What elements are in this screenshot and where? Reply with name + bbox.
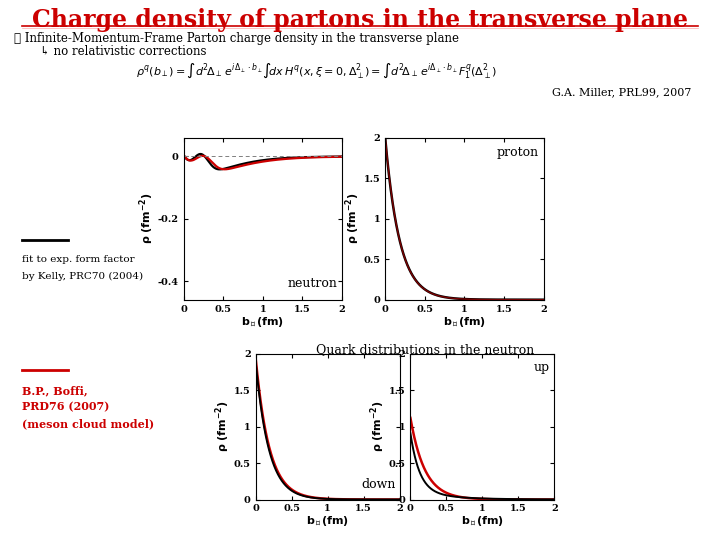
- X-axis label: $\mathbf{b_\perp(fm)}$: $\mathbf{b_\perp(fm)}$: [443, 315, 486, 329]
- Text: $\rho^q(b_\perp) = \int d^2\!\Delta_\perp\,e^{i\Delta_\perp\cdot b_\perp}\int\!d: $\rho^q(b_\perp) = \int d^2\!\Delta_\per…: [137, 62, 497, 80]
- X-axis label: $\mathbf{b_\perp(fm)}$: $\mathbf{b_\perp(fm)}$: [241, 315, 284, 329]
- Text: Charge density of partons in the transverse plane: Charge density of partons in the transve…: [32, 8, 688, 32]
- Text: neutron: neutron: [287, 277, 337, 290]
- X-axis label: $\mathbf{b_\perp(fm)}$: $\mathbf{b_\perp(fm)}$: [461, 515, 504, 529]
- Y-axis label: $\mathbf{\rho\ (fm^{-2})}$: $\mathbf{\rho\ (fm^{-2})}$: [369, 401, 387, 453]
- Text: ❖ Infinite-Momentum-Frame Parton charge density in the transverse plane: ❖ Infinite-Momentum-Frame Parton charge …: [14, 32, 459, 45]
- Text: B.P., Boffi,: B.P., Boffi,: [22, 385, 87, 396]
- Text: down: down: [361, 478, 395, 491]
- Text: PRD76 (2007): PRD76 (2007): [22, 401, 109, 412]
- Y-axis label: $\mathbf{\rho\ (fm^{-2})}$: $\mathbf{\rho\ (fm^{-2})}$: [343, 193, 362, 245]
- Text: by Kelly, PRC70 (2004): by Kelly, PRC70 (2004): [22, 272, 143, 281]
- Text: G.A. Miller, PRL99, 2007: G.A. Miller, PRL99, 2007: [552, 87, 691, 98]
- Y-axis label: $\mathbf{\rho\ (fm^{-2})}$: $\mathbf{\rho\ (fm^{-2})}$: [214, 401, 233, 453]
- Text: up: up: [534, 361, 550, 374]
- Text: proton: proton: [497, 146, 539, 159]
- Text: fit to exp. form factor: fit to exp. form factor: [22, 255, 134, 265]
- Text: (meson cloud model): (meson cloud model): [22, 418, 154, 429]
- X-axis label: $\mathbf{b_\perp(fm)}$: $\mathbf{b_\perp(fm)}$: [306, 515, 349, 529]
- Text: ↳ no relativistic corrections: ↳ no relativistic corrections: [40, 45, 206, 58]
- Y-axis label: $\mathbf{\rho\ (fm^{-2})}$: $\mathbf{\rho\ (fm^{-2})}$: [138, 193, 156, 245]
- Text: Quark distributions in the neutron: Quark distributions in the neutron: [315, 343, 534, 356]
